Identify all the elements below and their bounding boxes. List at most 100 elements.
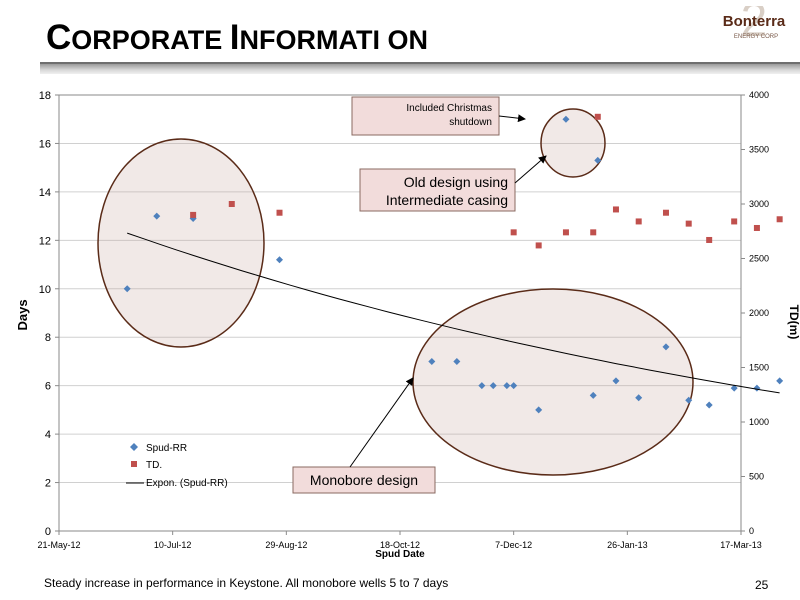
y2-tick-label: 4000: [749, 90, 769, 100]
point-td: [635, 218, 642, 225]
annotation-old-design-line1: Old design using: [404, 174, 508, 190]
y2-tick-label: 0: [749, 526, 754, 536]
x-tick-label: 10-Jul-12: [154, 540, 192, 550]
y-tick-label: 14: [39, 187, 51, 199]
y2-tick-label: 1500: [749, 363, 769, 373]
data-marks: [123, 113, 784, 414]
point-td: [662, 209, 669, 216]
title-initial-c: C: [46, 18, 72, 57]
point-spud-rr: [535, 406, 543, 414]
y-axis-right: 0 500 1000 1500 2000 2500 3000 3500 4000: [741, 90, 769, 536]
y2-tick-label: 1000: [749, 417, 769, 427]
point-spud-rr: [562, 115, 570, 123]
y-tick-label: 18: [39, 90, 51, 102]
legend-td-label: TD.: [146, 460, 162, 471]
x-tick-label: 26-Jan-13: [607, 540, 648, 550]
page-number: 25: [755, 578, 769, 592]
y-axis-left: 0 2 4 6 8 10 12 14 16 18: [39, 90, 59, 538]
y-tick-label: 6: [45, 381, 51, 393]
x-tick-label: 7-Dec-12: [495, 540, 532, 550]
old-design-ellipse: [540, 108, 606, 178]
y-tick-label: 2: [45, 478, 51, 490]
scatter-chart: 0 2 4 6 8 10 12 14 16 18 0 500 1000 1500 2000 2500 3000…: [15, 90, 800, 560]
title-rest-1: ORPORATE: [71, 25, 230, 55]
y2-tick-label: 500: [749, 472, 764, 482]
y2-tick-label: 3500: [749, 145, 769, 155]
point-spud-rr: [589, 391, 597, 399]
point-td: [510, 229, 517, 236]
header-rule: [40, 62, 800, 64]
y2-tick-label: 3000: [749, 199, 769, 209]
point-spud-rr: [276, 256, 284, 264]
point-td: [590, 229, 597, 236]
y-tick-label: 0: [45, 526, 51, 538]
point-spud-rr: [594, 156, 602, 164]
legend: Spud-RR TD. Expon. (Spud-RR): [126, 443, 228, 489]
x-tick-label: 21-May-12: [37, 540, 80, 550]
point-spud-rr: [635, 394, 643, 402]
annotation-monobore: Monobore design: [292, 377, 436, 494]
point-spud-rr: [478, 382, 486, 390]
y2-tick-label: 2500: [749, 254, 769, 264]
x-tick-label: 18-Oct-12: [380, 540, 420, 550]
y-tick-label: 4: [45, 429, 51, 441]
footer-note: Steady increase in performance in Keysto…: [44, 576, 449, 590]
point-spud-rr: [730, 384, 738, 392]
point-td: [190, 211, 197, 218]
point-spud-rr: [776, 377, 784, 385]
y-tick-label: 8: [45, 332, 51, 344]
point-spud-rr: [503, 382, 511, 390]
point-spud-rr: [753, 384, 761, 392]
x-tick-label: 29-Aug-12: [265, 540, 307, 550]
title-initial-i: I: [229, 18, 240, 57]
y-axis-title: Days: [15, 299, 30, 330]
title-rest-2: NFORMATI ON: [239, 25, 429, 55]
logo-text: Bonterra: [723, 13, 786, 30]
point-td: [276, 209, 283, 216]
legend-spud-rr-label: Spud-RR: [146, 443, 187, 454]
point-td: [753, 224, 760, 231]
annotation-monobore-label: Monobore design: [310, 472, 418, 488]
point-spud-rr: [662, 343, 670, 351]
y2-tick-label: 2000: [749, 308, 769, 318]
x-axis-title: Spud Date: [375, 549, 425, 560]
point-td: [594, 113, 601, 120]
y-tick-label: 12: [39, 235, 51, 247]
page-title: CORPORATE INFORMATI ON: [46, 18, 428, 58]
highlight-ellipses: [97, 108, 694, 476]
annotation-christmas-line1: Included Christmas: [406, 103, 492, 114]
point-td: [776, 216, 783, 223]
point-spud-rr: [612, 377, 620, 385]
point-spud-rr: [153, 212, 161, 220]
annotation-christmas-line2: shutdown: [449, 117, 492, 128]
logo-subtext: ENERGY CORP: [734, 34, 778, 40]
annotation-old-design-line2: Intermediate casing: [386, 192, 508, 208]
svg-text:2: 2: [741, 6, 768, 47]
legend-td-marker: [131, 461, 137, 467]
y2-axis-title: TD(m): [787, 305, 800, 340]
point-td: [685, 220, 692, 227]
point-td: [535, 242, 542, 249]
monobore-ellipse: [412, 288, 694, 476]
trendline-expon: [127, 232, 780, 394]
x-tick-label: 17-Mar-13: [720, 540, 762, 550]
point-spud-rr: [705, 401, 713, 409]
point-spud-rr: [510, 382, 518, 390]
point-td: [228, 201, 235, 207]
point-td: [612, 206, 619, 213]
point-td: [706, 236, 713, 243]
early-wells-ellipse: [97, 138, 265, 348]
legend-trend-label: Expon. (Spud-RR): [146, 478, 228, 489]
point-spud-rr: [685, 396, 693, 404]
annotation-old-design: Old design using Intermediate casing: [359, 155, 547, 212]
company-logo: 2 Bonterra ENERGY CORP: [723, 6, 786, 47]
point-spud-rr: [453, 357, 461, 365]
point-spud-rr: [123, 285, 131, 293]
legend-spud-rr-marker: [130, 443, 138, 451]
header-band: [40, 64, 800, 74]
point-spud-rr: [428, 357, 436, 365]
annotation-christmas: Included Christmas shutdown: [351, 96, 526, 136]
y-tick-label: 16: [39, 138, 51, 150]
point-td: [562, 229, 569, 236]
point-td: [731, 218, 738, 225]
